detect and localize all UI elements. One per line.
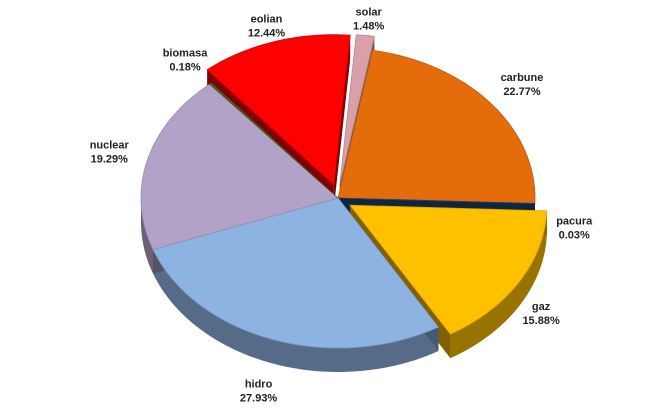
slice-value: 19.29%	[91, 153, 129, 165]
slice-name: solar	[355, 6, 382, 18]
slice-name: eolian	[251, 13, 283, 25]
pie-tops	[140, 34, 548, 349]
pie-slice	[337, 49, 536, 204]
pie-cut	[333, 35, 351, 209]
pie-slice	[337, 197, 536, 205]
slice-name: biomasa	[163, 48, 209, 60]
slice-name: pacura	[556, 216, 593, 228]
slice-name: gaz	[532, 301, 551, 313]
slice-name: nuclear	[90, 139, 130, 151]
labels: eolian 12.44% solar 1.48% carbune 22.77% pacur…	[90, 6, 593, 404]
pie-slice	[152, 197, 440, 349]
pie-slice	[140, 83, 339, 251]
pie-slice	[209, 82, 339, 199]
slice-name: hidro	[245, 378, 273, 390]
pie-slice	[349, 204, 548, 335]
slice-name: carbune	[501, 72, 544, 84]
slice-value: 1.48%	[353, 20, 384, 32]
slice-value: 0.03%	[559, 230, 590, 242]
slice-value: 27.93%	[240, 392, 278, 404]
pie-slice	[206, 34, 351, 186]
slice-value: 22.77%	[503, 86, 541, 98]
pie-side	[152, 249, 439, 372]
pie-slice	[339, 34, 375, 185]
slice-value: 12.44%	[248, 27, 286, 39]
slice-value: 0.18%	[169, 62, 200, 74]
slice-value: 15.88%	[522, 315, 560, 327]
